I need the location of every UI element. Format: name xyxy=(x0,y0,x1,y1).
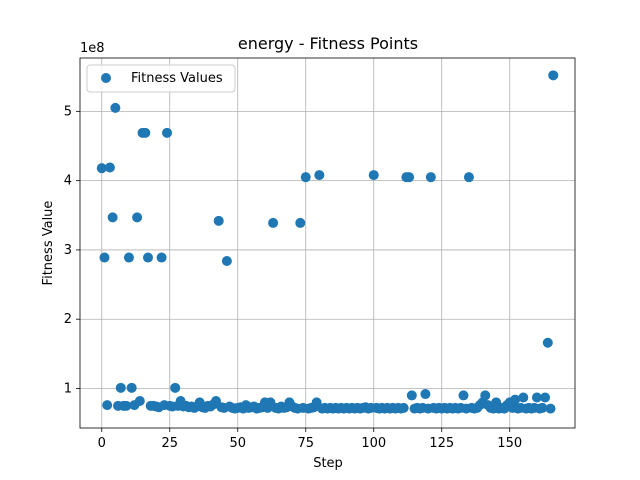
data-point xyxy=(510,394,521,405)
data-point xyxy=(102,400,113,411)
y-tick-label: 5 xyxy=(64,104,72,119)
data-point xyxy=(300,172,311,183)
y-tick-label: 4 xyxy=(64,174,72,189)
x-axis-label: Step xyxy=(313,456,343,471)
data-point xyxy=(121,400,132,411)
data-point xyxy=(156,252,167,263)
data-points xyxy=(96,70,559,414)
y-tick-label: 1 xyxy=(64,382,72,397)
data-point xyxy=(540,392,551,403)
grid-lines xyxy=(80,58,575,428)
x-tick-label: 100 xyxy=(361,436,386,451)
axis-ticks: 0 25 50 75 100 125 150 1 2 3 4 5 xyxy=(64,104,522,451)
data-point xyxy=(170,382,181,393)
data-point xyxy=(314,170,325,181)
data-point xyxy=(140,127,151,138)
data-point xyxy=(110,102,121,113)
data-point xyxy=(537,402,548,413)
data-point xyxy=(368,170,379,181)
data-point xyxy=(107,212,118,223)
data-point xyxy=(221,256,232,267)
data-point xyxy=(123,252,134,263)
x-tick-label: 0 xyxy=(98,436,106,451)
y-tick-label: 3 xyxy=(64,243,72,258)
x-tick-label: 75 xyxy=(297,436,314,451)
legend-marker xyxy=(101,73,111,83)
data-point xyxy=(420,389,431,400)
data-point xyxy=(463,172,474,183)
legend-box xyxy=(86,64,236,93)
data-point xyxy=(142,252,153,263)
data-point xyxy=(213,215,224,226)
data-point xyxy=(134,395,145,406)
data-point xyxy=(531,392,542,403)
data-point xyxy=(480,390,491,401)
y-axis-label: Fitness Value xyxy=(41,201,56,286)
data-point xyxy=(96,163,107,174)
axes-frame xyxy=(79,57,576,429)
data-point xyxy=(404,172,415,183)
data-point xyxy=(458,390,469,401)
x-tick-label: 25 xyxy=(161,436,178,451)
data-point xyxy=(542,337,553,348)
data-point xyxy=(545,403,556,414)
x-tick-label: 125 xyxy=(429,436,454,451)
data-point xyxy=(132,212,143,223)
data-point xyxy=(104,162,115,173)
legend-entry-fitness-values: Fitness Values xyxy=(131,71,223,86)
data-point xyxy=(398,402,409,413)
data-point xyxy=(162,127,173,138)
legend: Fitness Values xyxy=(86,64,236,93)
chart-title: energy - Fitness Points xyxy=(238,34,418,53)
data-point xyxy=(115,382,126,393)
data-point xyxy=(425,172,436,183)
data-point xyxy=(99,252,110,263)
data-point xyxy=(268,217,279,228)
y-axis-offset-label: 1e8 xyxy=(80,41,105,56)
data-point xyxy=(548,70,559,81)
data-point xyxy=(295,217,306,228)
data-point xyxy=(126,382,137,393)
y-tick-label: 2 xyxy=(64,312,72,327)
data-point xyxy=(518,392,529,403)
x-tick-label: 150 xyxy=(497,436,522,451)
data-point xyxy=(406,390,417,401)
x-tick-label: 50 xyxy=(229,436,246,451)
